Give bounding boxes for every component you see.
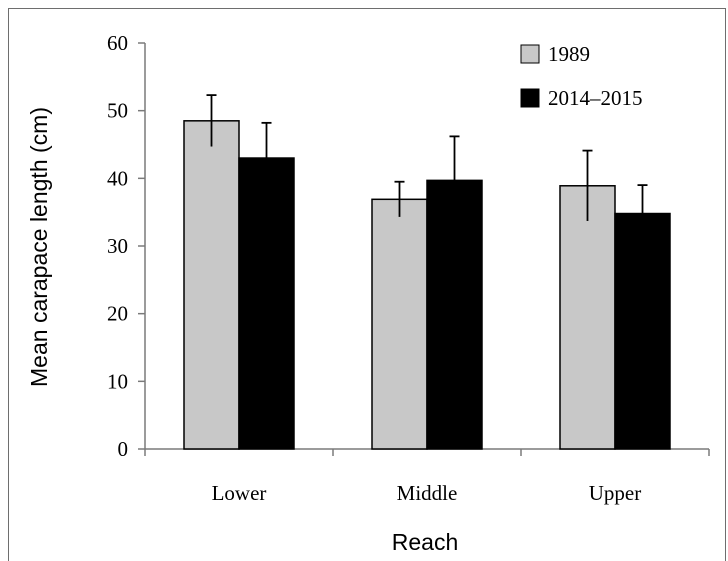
bars bbox=[183, 94, 671, 450]
y-axis: 0 10 20 30 40 50 60 bbox=[107, 31, 146, 461]
y-tick-label: 10 bbox=[107, 369, 128, 393]
legend-label: 2014–2015 bbox=[548, 86, 643, 110]
legend-label: 1989 bbox=[548, 42, 590, 66]
bar bbox=[371, 198, 428, 450]
x-axis: Lower Middle Upper bbox=[144, 448, 710, 505]
chart-frame bbox=[8, 8, 726, 561]
bar bbox=[614, 212, 671, 450]
bar bbox=[559, 185, 616, 450]
y-tick-label: 40 bbox=[107, 166, 128, 190]
x-category-label: Upper bbox=[589, 481, 641, 505]
x-category-label: Lower bbox=[212, 481, 267, 505]
y-axis-title: Mean carapace length (cm) bbox=[26, 107, 52, 387]
legend-swatch bbox=[520, 44, 540, 64]
y-tick-label: 50 bbox=[107, 99, 128, 123]
x-category-label: Middle bbox=[397, 481, 458, 505]
y-tick-label: 0 bbox=[118, 437, 129, 461]
legend-swatch bbox=[520, 88, 540, 108]
y-tick-label: 30 bbox=[107, 234, 128, 258]
y-tick-label: 60 bbox=[107, 31, 128, 55]
legend: 1989 2014–2015 bbox=[520, 42, 643, 110]
x-axis-title: Reach bbox=[392, 529, 458, 555]
y-tick-label: 20 bbox=[107, 302, 128, 326]
bar bbox=[183, 120, 240, 450]
bar bbox=[426, 179, 483, 450]
bar bbox=[238, 157, 295, 450]
